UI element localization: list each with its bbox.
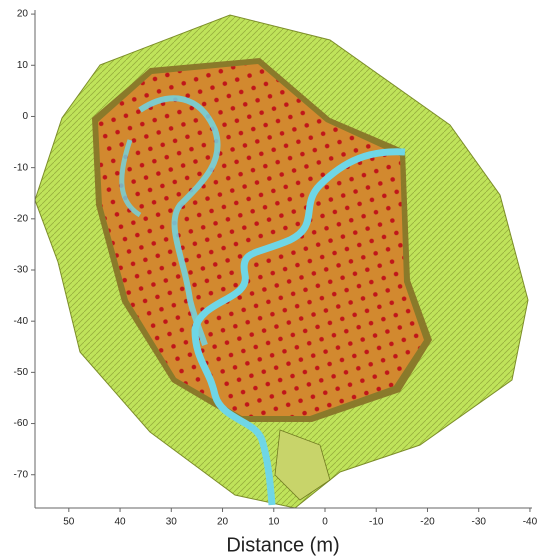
y-tick-label: -10: [14, 162, 29, 173]
x-tick-label: -30: [471, 517, 486, 528]
y-tick-label: 10: [17, 60, 29, 71]
terrain: [35, 15, 528, 508]
x-tick-label: 50: [63, 517, 75, 528]
x-tick-label: -20: [420, 517, 435, 528]
page: {"chart_data": {"type": "map", "x_label"…: [0, 0, 538, 558]
y-tick-label: -40: [14, 316, 29, 327]
x-tick-label: 20: [217, 517, 229, 528]
x-tick-label: 30: [166, 517, 178, 528]
x-tick-label: 0: [322, 517, 328, 528]
y-tick-label: -50: [14, 367, 29, 378]
y-tick-label: 0: [22, 111, 28, 122]
x-tick-label: -40: [523, 517, 538, 528]
x-axis-label: Distance (m): [226, 534, 339, 556]
x-tick-label: 10: [268, 517, 280, 528]
y-tick-label: -30: [14, 265, 29, 276]
chart: Distance (m) 20 10 0 -10 -20 -30 -40 -50 -60 -70 5…: [0, 0, 538, 558]
y-tick-label: 20: [17, 9, 29, 20]
y-tick-label: -70: [14, 469, 29, 480]
x-tick-label: -10: [369, 517, 384, 528]
y-tick-label: -60: [14, 418, 29, 429]
x-tick-label: 40: [114, 517, 126, 528]
y-tick-label: -20: [14, 213, 29, 224]
